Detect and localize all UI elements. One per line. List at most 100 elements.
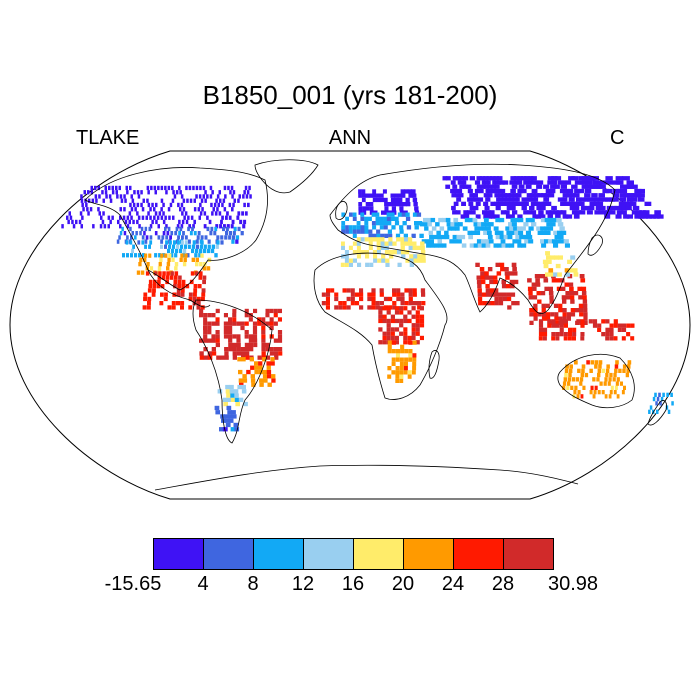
lake-cell (215, 244, 219, 249)
lake-cell (621, 205, 628, 211)
lake-cell (511, 301, 516, 306)
lake-cell (78, 219, 82, 225)
lake-cell (357, 262, 362, 267)
lake-cell (563, 336, 568, 341)
lake-cell (649, 405, 653, 410)
lake-cell (406, 225, 412, 230)
lake-cell (215, 224, 219, 229)
lake-cell (473, 222, 479, 227)
lake-cell (593, 390, 597, 395)
lake-cell (501, 279, 506, 285)
lake-cell (364, 225, 369, 230)
lake-cell (391, 225, 396, 230)
lake-cell (157, 275, 162, 280)
lake-cell (492, 275, 498, 280)
lake-cell (592, 319, 598, 324)
lake-cell (207, 338, 212, 343)
lake-cell (532, 214, 538, 219)
lake-cell (396, 292, 401, 297)
lake-cell (160, 185, 164, 191)
lake-cell (520, 176, 527, 181)
lake-cell (259, 378, 264, 383)
lake-cell (379, 225, 384, 230)
lake-cell (579, 308, 584, 313)
lake-cell (616, 394, 620, 399)
lake-cell (499, 217, 505, 223)
lake-cell (207, 325, 212, 331)
lake-cell (498, 296, 503, 302)
lake-cell (207, 351, 212, 356)
lake-cell (176, 288, 181, 293)
lake-cell (390, 335, 395, 341)
lake-cell (597, 372, 601, 378)
lake-cell (503, 234, 509, 240)
lake-cell (551, 336, 556, 341)
lake-cell (171, 198, 175, 203)
lake-cell (455, 210, 461, 215)
lake-cell (407, 374, 412, 379)
lake-cell (373, 258, 378, 263)
lake-cell (326, 288, 331, 293)
lake-cell (242, 374, 247, 379)
lake-cell (356, 225, 361, 230)
lake-cell (159, 257, 163, 262)
lake-cell (277, 334, 283, 339)
lake-cell (80, 224, 83, 229)
lake-cell (534, 201, 540, 206)
lake-cell (211, 351, 217, 356)
lake-cell (144, 239, 148, 244)
lake-cell (536, 184, 543, 189)
lake-cell (194, 253, 198, 258)
lake-cell (365, 254, 370, 259)
lake-cell (171, 248, 175, 254)
lake-cell (504, 271, 510, 276)
lake-cell (384, 250, 390, 255)
lake-cell (66, 215, 69, 220)
lake-cell (232, 351, 237, 356)
lake-cell (146, 305, 151, 310)
lake-cell (589, 390, 593, 395)
lake-cell (493, 288, 499, 293)
lake-cell (569, 295, 575, 300)
lake-cell (169, 240, 172, 245)
lake-cell (466, 184, 472, 189)
lake-cell (630, 323, 635, 328)
lake-cell (620, 188, 628, 194)
lake-cell (376, 193, 380, 198)
lake-cell (90, 190, 94, 195)
lake-cell (419, 233, 424, 238)
lake-cell (579, 274, 585, 279)
lake-cell (210, 248, 215, 254)
lake-cell (623, 214, 630, 219)
lake-cell (540, 205, 546, 211)
lake-cell (209, 194, 213, 199)
lake-cell (571, 210, 578, 215)
lake-cell (613, 323, 618, 328)
lake-cell (565, 272, 571, 277)
lake-cell (381, 258, 386, 263)
lake-cell (219, 427, 224, 432)
lake-cell (232, 347, 237, 352)
lake-cell (262, 369, 267, 375)
lake-cell (475, 262, 480, 267)
lake-cell (132, 219, 135, 225)
lake-cell (207, 355, 213, 360)
lake-cell (419, 335, 424, 341)
lake-cell (558, 255, 563, 260)
lake-cell (460, 214, 466, 219)
lake-cell (512, 267, 517, 272)
lake-cell (341, 241, 345, 246)
lake-cell (207, 321, 212, 326)
lake-cell (405, 258, 410, 263)
lake-cell (180, 224, 184, 229)
lake-cell (597, 197, 605, 202)
lake-cell (257, 321, 262, 326)
lake-cell (390, 197, 395, 203)
lake-cell (551, 176, 558, 181)
lake-cell (450, 188, 455, 194)
lake-cell (228, 325, 233, 331)
lake-cell (566, 316, 571, 321)
lake-cell (480, 275, 486, 280)
lake-cell (203, 248, 207, 254)
lake-cell (577, 368, 581, 373)
